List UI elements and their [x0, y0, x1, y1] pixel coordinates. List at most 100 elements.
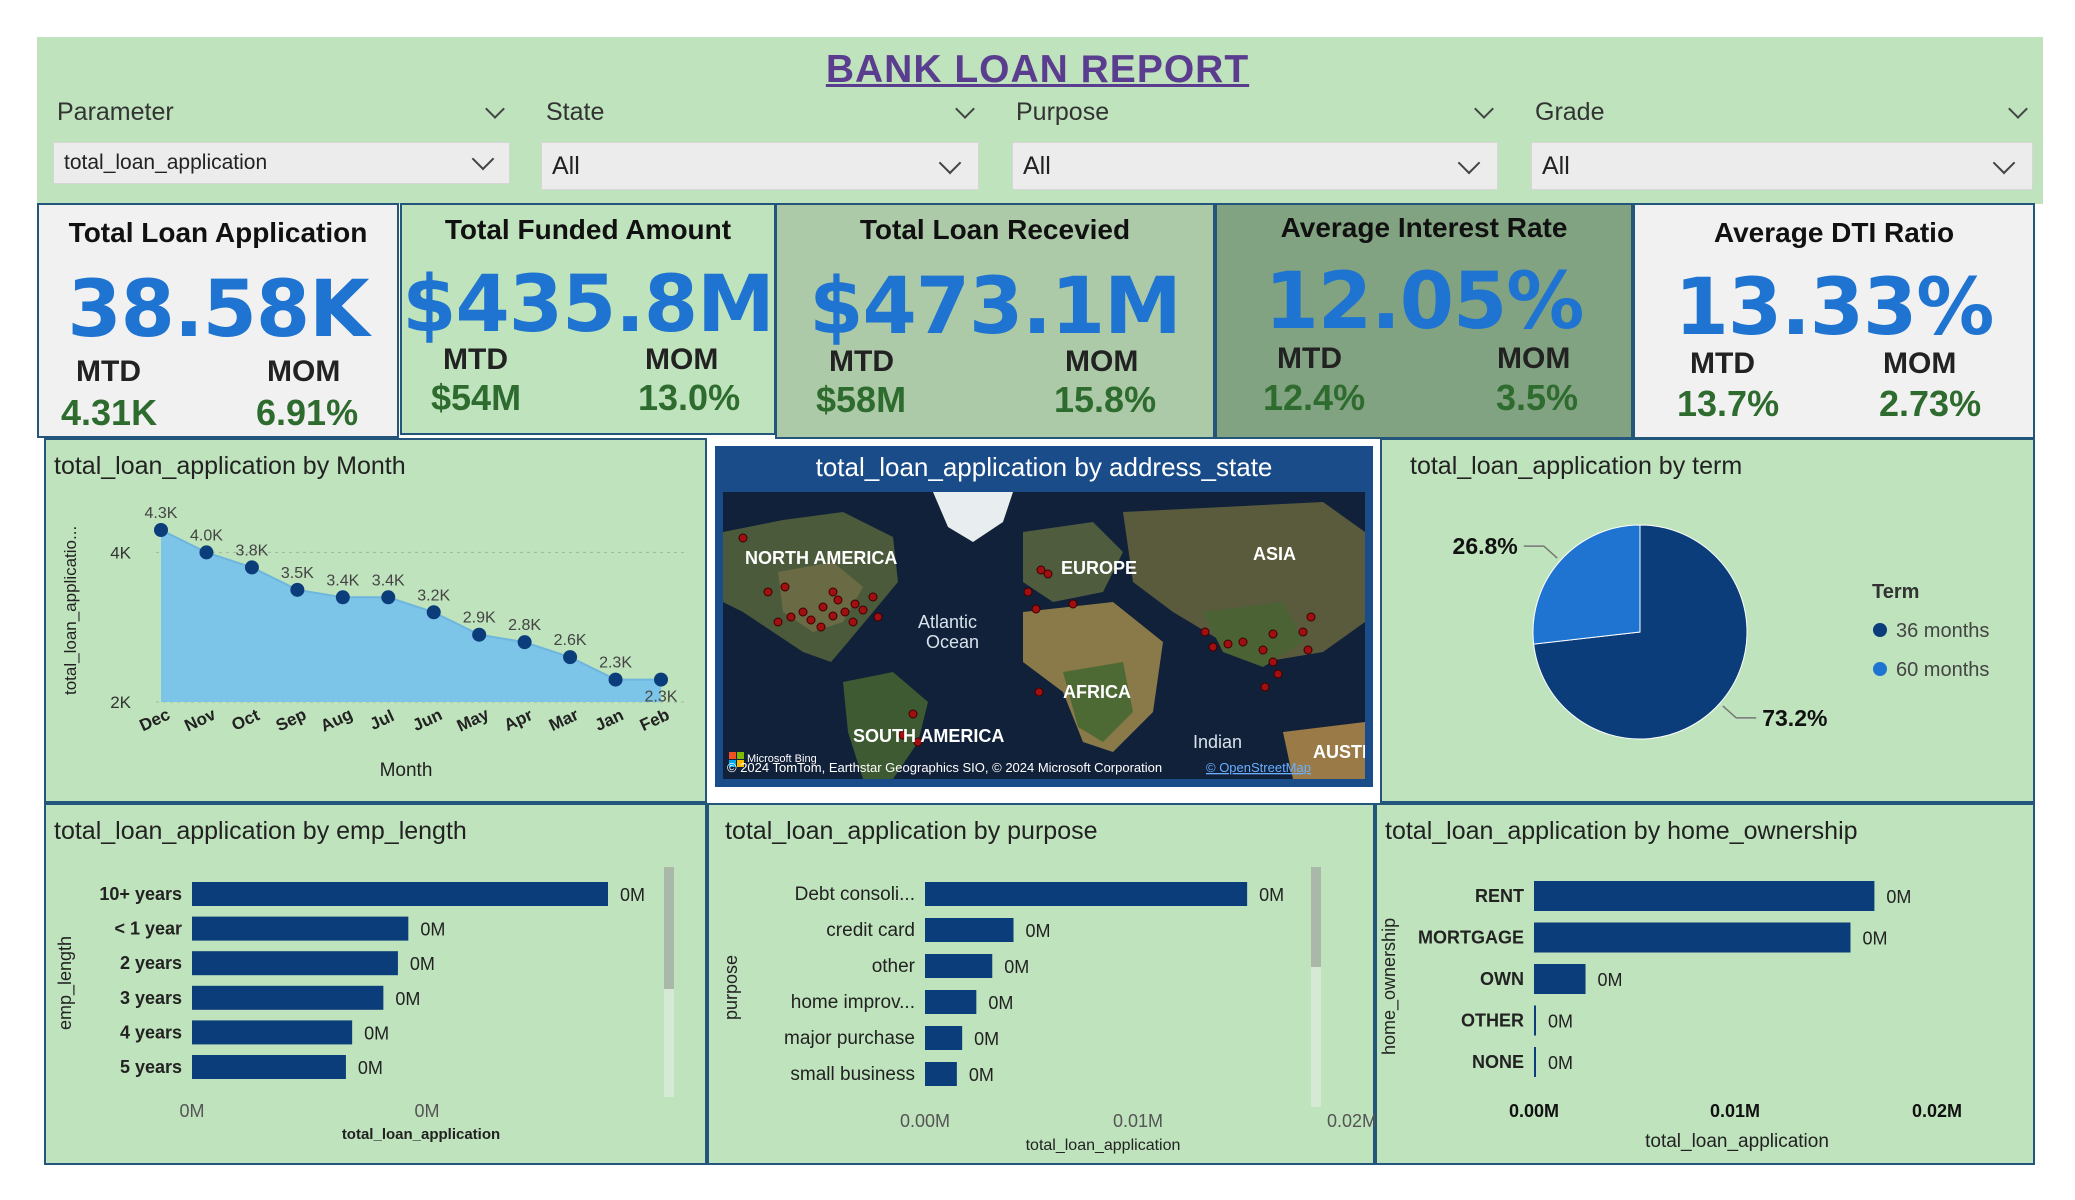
kpi-mom-value: 15.8%	[1054, 379, 1157, 420]
map-title: total_loan_application by address_state	[815, 452, 1273, 482]
purpose-bar-chart[interactable]: Debt consoli... 0M credit card 0M other 0M hom…	[709, 805, 1377, 1167]
data-label: 0M	[364, 1023, 389, 1043]
x-tick-label: Jan	[592, 705, 627, 735]
legend-item: 60 months	[1896, 659, 1989, 681]
data-point	[199, 545, 214, 560]
kpi-mom-label: MOM	[1497, 342, 1571, 375]
chart-title: total_loan_application by home_ownership	[1385, 817, 1858, 845]
kpi-mom-value: 13.0%	[638, 377, 741, 418]
chart-title: total_loan_application by Month	[54, 452, 406, 480]
x-axis-label: total_loan_application	[1645, 1131, 1829, 1152]
x-tick-label: 0.01M	[1113, 1111, 1163, 1131]
x-tick-label: 0M	[179, 1101, 204, 1121]
data-point	[335, 590, 350, 605]
panel-purpose: total_loan_application by purpose Debt c…	[707, 803, 1377, 1167]
panel-month: total_loan_application by Month 4K 2K 4.3K…	[44, 438, 707, 803]
term-pie-chart[interactable]: 73.2% 26.8% Term 36 months 60 months	[1382, 440, 2037, 805]
data-point	[290, 582, 305, 597]
data-point	[517, 635, 532, 650]
map-label-atlantic: Atlantic	[918, 612, 977, 632]
x-axis-label: Month	[380, 760, 433, 781]
data-point	[608, 672, 623, 687]
kpi-mtd-value: $58M	[816, 379, 907, 420]
y-tick-label: 2K	[110, 693, 131, 712]
category-label: small business	[790, 1064, 915, 1085]
data-label: 2.8K	[508, 617, 541, 634]
data-label: 0M	[358, 1058, 383, 1078]
kpi-mtd-value: 4.31K	[61, 392, 158, 433]
kpi-mtd-label: MTD	[829, 345, 894, 378]
data-label: 3.5K	[281, 565, 314, 582]
category-label: credit card	[826, 920, 915, 941]
slicer-label-purpose: Purpose	[1016, 98, 1110, 126]
kpi-value: 38.58K	[67, 265, 369, 355]
category-label: NONE	[1472, 1052, 1524, 1072]
data-label: 3.4K	[372, 572, 405, 589]
data-label: 0M	[1886, 887, 1911, 907]
kpi-mom-label: MOM	[645, 343, 719, 376]
x-tick-label: Dec	[137, 705, 173, 735]
kpi-mtd-value: 13.7%	[1677, 383, 1780, 424]
kpi-title: Total Loan Application	[68, 217, 368, 248]
kpi-card-total-loan-received: Total Loan Recevied $473.1M MTD MOM $58M…	[775, 203, 1215, 439]
map-attribution: © 2024 TomTom, Earthstar Geographics SIO…	[727, 760, 1162, 775]
data-label: 0M	[1026, 921, 1051, 941]
category-label: 10+ years	[99, 884, 182, 904]
bar	[192, 1055, 346, 1079]
bar	[192, 985, 384, 1010]
map-label-austr: AUSTR	[1313, 742, 1365, 762]
bar	[925, 954, 993, 978]
y-axis-label: total_loan_applicatio...	[61, 526, 80, 695]
bar	[192, 1020, 353, 1045]
map-bing-brand: Microsoft Bing	[747, 753, 817, 765]
pie-slice-60-months	[1532, 524, 1641, 645]
x-tick-label: 0.02M	[1912, 1101, 1962, 1121]
kpi-title: Average DTI Ratio	[1713, 217, 1955, 248]
kpi-mom-value: 6.91%	[256, 392, 359, 433]
data-label: 3.2K	[417, 587, 450, 604]
map-label-asia: ASIA	[1253, 544, 1296, 564]
slicer-label-state: State	[546, 98, 605, 126]
parameter-dropdown[interactable]: total_loan_application	[53, 142, 510, 184]
month-area-chart[interactable]: 4K 2K 4.3K Dec 4.0K Nov 3.8K Oct 3.5K Sep 3.4K Aug 3…	[46, 440, 709, 805]
kpi-title: Average Interest Rate	[1280, 212, 1568, 243]
grade-dropdown[interactable]: All	[1531, 142, 2033, 190]
bar	[1534, 1047, 1536, 1077]
kpi-mtd-label: MTD	[1277, 342, 1342, 375]
legend-title: Term	[1872, 581, 1919, 603]
kpi-mom-label: MOM	[1883, 347, 1957, 380]
bar	[192, 916, 409, 941]
x-tick-label: Mar	[546, 705, 582, 735]
kpi-card-total-funded-amount: Total Funded Amount $435.8M MTD MOM $54M…	[400, 203, 776, 435]
legend-marker	[1873, 623, 1887, 637]
kpi-mom-label: MOM	[1065, 345, 1139, 378]
bar	[925, 1062, 957, 1086]
bar	[1534, 922, 1851, 953]
x-tick-label: Jul	[367, 706, 397, 734]
map-view[interactable]: NORTH AMERICA EUROPE ASIA Atlantic Ocean…	[723, 492, 1365, 779]
state-dropdown[interactable]: All	[541, 142, 979, 190]
kpi-mtd-label: MTD	[76, 355, 141, 388]
map-label-south-america: SOUTH AMERICA	[853, 726, 1004, 746]
legend-item: 36 months	[1896, 620, 1989, 642]
data-label: 0M	[410, 954, 435, 974]
kpi-card-total-loan-application: Total Loan Application 38.58K MTD MOM 4.…	[37, 203, 399, 438]
x-tick-label: Jun	[410, 705, 445, 735]
area-line	[160, 529, 661, 681]
microsoft-logo-icon	[729, 752, 736, 759]
data-label: 0M	[974, 1029, 999, 1049]
leader-line	[1523, 545, 1558, 559]
home-ownership-bar-chart[interactable]: RENT 0M MORTGAGE 0M OWN 0M OTHER 0M NONE 0M 0.00M 0…	[1377, 805, 2037, 1167]
emp-length-bar-chart[interactable]: 10+ years 0M < 1 year 0M 2 years 0M 3 years 0M 4…	[46, 805, 709, 1167]
x-tick-label: 0.00M	[900, 1111, 950, 1131]
chevron-down-icon	[471, 147, 495, 171]
data-label: 2.9K	[463, 610, 496, 627]
leader-line	[1722, 705, 1757, 719]
bar	[925, 1026, 963, 1050]
data-point	[426, 605, 441, 620]
map-osm-link[interactable]: © OpenStreetMap	[1206, 760, 1311, 775]
category-label: Debt consoli...	[795, 884, 915, 905]
data-point	[244, 560, 259, 575]
x-axis-label: total_loan_application	[1026, 1137, 1181, 1154]
purpose-dropdown[interactable]: All	[1012, 142, 1498, 190]
